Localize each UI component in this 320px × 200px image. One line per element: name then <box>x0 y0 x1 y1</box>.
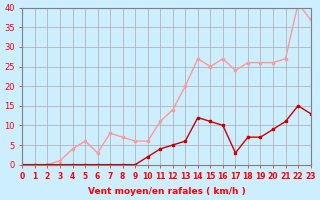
X-axis label: Vent moyen/en rafales ( km/h ): Vent moyen/en rafales ( km/h ) <box>88 187 245 196</box>
